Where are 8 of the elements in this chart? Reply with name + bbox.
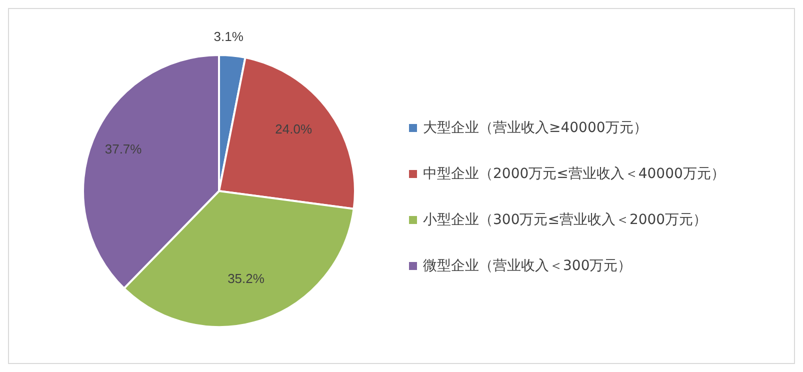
data-label: 35.2% — [228, 271, 265, 286]
data-label: 37.7% — [104, 142, 142, 157]
legend-label: 小型企业（300万元≤营业收入＜2000万元） — [423, 211, 708, 229]
legend-label: 微型企业（营业收入＜300万元） — [423, 257, 632, 275]
data-label: 3.1% — [214, 29, 244, 44]
legend-label: 大型企业（营业收入≥40000万元） — [423, 119, 648, 137]
data-label: 24.0% — [275, 121, 312, 136]
legend-label: 中型企业（2000万元≤营业收入＜40000万元） — [423, 165, 725, 183]
